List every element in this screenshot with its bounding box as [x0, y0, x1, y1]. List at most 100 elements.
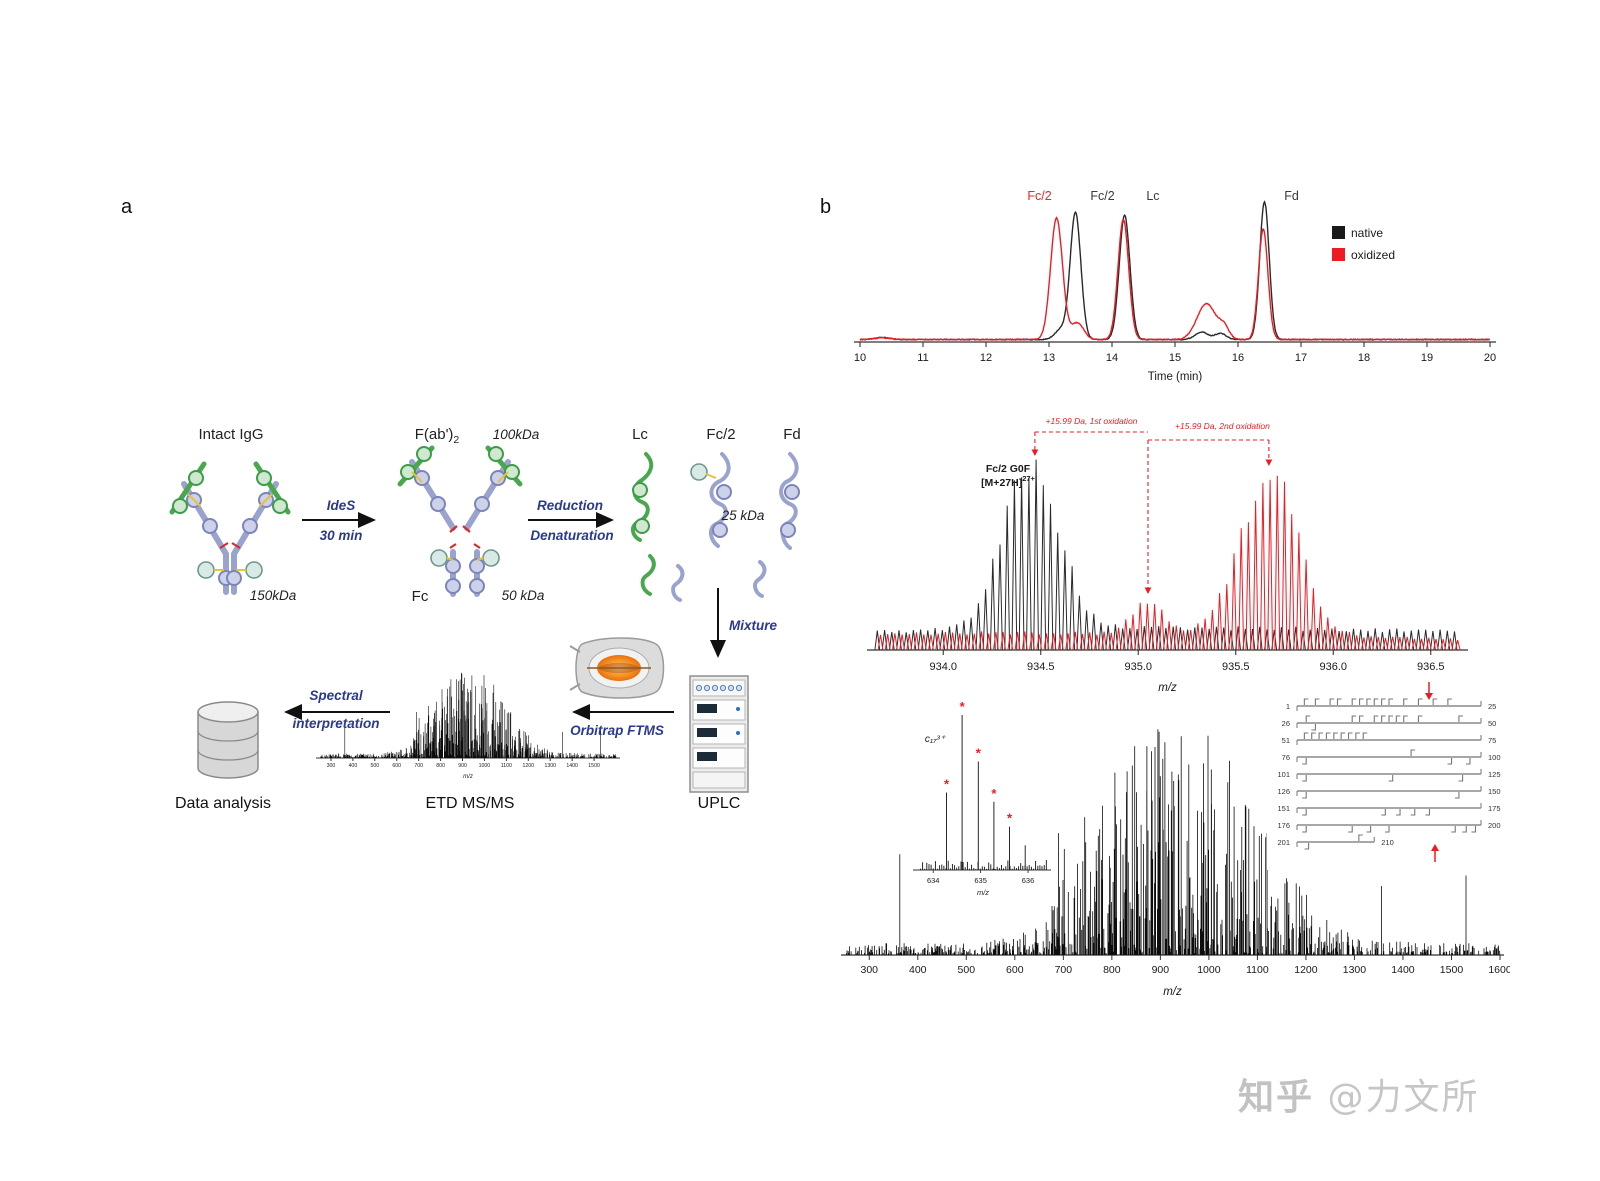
- fragment-mark: [1410, 749, 1416, 756]
- x-tick-label: 1200: [1294, 964, 1318, 976]
- fragment-mark: [1471, 826, 1477, 833]
- fragment-mark: [1347, 732, 1353, 739]
- fab2-mass-label: 100kDa: [492, 427, 540, 442]
- x-tick-label: 1200: [523, 763, 535, 769]
- fragment-mark: [1333, 732, 1338, 739]
- fragment-mark: [1451, 826, 1456, 833]
- fragment-mark: [1447, 758, 1453, 765]
- workflow-diagram: [169, 445, 800, 793]
- fragment-mark: [1410, 809, 1416, 816]
- legend-label: oxidized: [1351, 248, 1395, 262]
- residue-end-label: 200: [1488, 821, 1501, 830]
- mixture-chains: [640, 554, 767, 602]
- fragment-mark: [1303, 698, 1309, 705]
- fragment-mark: [1314, 698, 1320, 705]
- reduction-label: Reduction: [537, 498, 603, 513]
- fragment-mark: [1359, 698, 1364, 705]
- x-tick-label: 934.0: [929, 661, 957, 673]
- spectrum-sticks: [320, 672, 617, 758]
- fragment-mark: [1366, 826, 1372, 833]
- watermark: 知乎 @力文所: [1238, 1068, 1479, 1120]
- residue-end-label: 210: [1381, 838, 1394, 847]
- fragment-mark: [1465, 758, 1471, 765]
- watermark-handle: @力文所: [1327, 1077, 1480, 1118]
- fragment-mark: [1355, 732, 1360, 739]
- x-tick-label: 500: [370, 763, 379, 769]
- fragment-mark: [1302, 809, 1307, 816]
- species-label-line2: [M+27H]27+: [981, 474, 1035, 489]
- oxidation-asterisk: *: [960, 699, 966, 714]
- denaturation-label: Denaturation: [530, 528, 614, 543]
- x-tick-label: 400: [349, 763, 358, 769]
- residue-end-label: 150: [1488, 787, 1501, 796]
- fc2-label: Fc/2: [706, 426, 736, 443]
- fragment-mark: [1417, 715, 1423, 722]
- x-tick-label: 17: [1295, 352, 1307, 364]
- fragment-mark: [1359, 715, 1364, 722]
- fragment-mark: [1304, 843, 1310, 850]
- data-analysis-label: Data analysis: [174, 795, 272, 812]
- fragment-mark: [1302, 826, 1307, 833]
- x-tick-label: 1400: [566, 763, 578, 769]
- mixture-label: Mixture: [728, 618, 778, 633]
- fragment-mark: [1403, 715, 1408, 722]
- x-tick-label: 800: [436, 763, 445, 769]
- x-tick-label: 600: [392, 763, 401, 769]
- fragment-mark: [1388, 775, 1394, 782]
- x-tick-label: 20: [1484, 352, 1496, 364]
- fc-schematic: [430, 543, 500, 597]
- fragment-mark: [1329, 698, 1335, 705]
- fragment-mark: [1302, 792, 1307, 799]
- ides-label: IdeS: [326, 498, 356, 513]
- x-tick-label: 1500: [588, 763, 600, 769]
- x-axis-label: m/z: [1163, 986, 1182, 998]
- fragment-mark: [1305, 715, 1311, 722]
- fragment-mark: [1381, 809, 1386, 816]
- inset-zoom-bg: [903, 692, 1055, 906]
- x-tick-label: 500: [958, 964, 976, 976]
- x-tick-label: 935.0: [1124, 661, 1152, 673]
- fragment-mark: [1462, 826, 1467, 833]
- residue-start-label: 151: [1277, 804, 1290, 813]
- x-tick-label: 700: [1055, 964, 1073, 976]
- x-tick-label: 936.5: [1417, 661, 1445, 673]
- peak-label: Fc/2: [1090, 189, 1114, 203]
- fragment-mark: [1432, 698, 1438, 705]
- annotation-arrow-head: [1265, 459, 1273, 466]
- inset-x-axis-label: m/z: [977, 888, 989, 897]
- x-tick-label: 1100: [1246, 964, 1269, 976]
- residue-end-label: 25: [1488, 702, 1496, 711]
- oxidation-asterisk: *: [944, 777, 950, 792]
- fd-label: Fd: [783, 426, 801, 443]
- legend-label: native: [1351, 226, 1383, 240]
- fragment-mark: [1458, 775, 1464, 782]
- fab2-label-text: F(ab'): [414, 426, 454, 443]
- residue-end-label: 175: [1488, 804, 1501, 813]
- x-tick-label: 935.5: [1222, 661, 1250, 673]
- annotation-text: +15.99 Da, 1st oxidation: [1045, 416, 1137, 426]
- fc2-chain: [690, 452, 732, 548]
- x-axis-label: m/z: [463, 774, 473, 780]
- fragment-mark: [1366, 698, 1371, 705]
- inset-x-tick-label: 636: [1022, 876, 1035, 885]
- fragment-mark: [1311, 724, 1316, 731]
- residue-end-label: 50: [1488, 719, 1496, 728]
- fragment-mark: [1454, 792, 1460, 799]
- spectral-label-line1: Spectral: [309, 688, 363, 703]
- intact-igg-schematic: [169, 461, 291, 595]
- fragment-mark: [1373, 715, 1379, 722]
- fragment-mark: [1336, 698, 1342, 705]
- legend-swatch: [1332, 248, 1345, 261]
- residue-start-label: 126: [1277, 787, 1290, 796]
- x-tick-label: 13: [1043, 352, 1055, 364]
- annotation-arrow-head: [1031, 449, 1039, 456]
- x-tick-label: 19: [1421, 352, 1433, 364]
- watermark-brand: 知乎: [1238, 1077, 1315, 1118]
- x-tick-label: 15: [1169, 352, 1181, 364]
- peak-label: Lc: [1146, 189, 1159, 203]
- residue-start-label: 101: [1277, 770, 1290, 779]
- fd-chain: [779, 452, 800, 550]
- lc-label: Lc: [632, 426, 648, 443]
- fragment-mark: [1417, 698, 1423, 705]
